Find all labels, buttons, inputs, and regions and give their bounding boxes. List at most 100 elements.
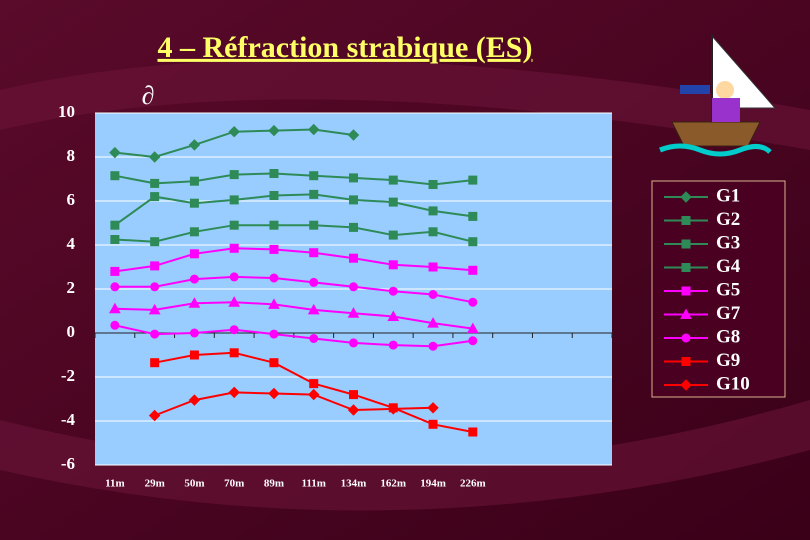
series-line xyxy=(114,247,473,273)
data-point xyxy=(229,243,239,253)
y-tick-label: 6 xyxy=(67,190,76,209)
legend-marker xyxy=(681,263,691,272)
legend-marker xyxy=(680,191,692,203)
data-point xyxy=(309,277,319,287)
wave xyxy=(659,143,772,157)
y-axis-label: ∂ xyxy=(142,81,155,110)
data-point xyxy=(349,173,358,183)
x-tick-label: 134m xyxy=(341,478,367,490)
series-line xyxy=(114,275,473,304)
data-point xyxy=(428,419,438,429)
data-point xyxy=(148,151,161,163)
data-point xyxy=(349,253,358,263)
x-tick-label: 50m xyxy=(184,478,204,490)
data-point xyxy=(189,227,199,237)
legend-label: G10 xyxy=(716,373,750,394)
data-point xyxy=(387,403,399,415)
data-point xyxy=(189,176,199,186)
legend-marker xyxy=(681,239,691,249)
data-point xyxy=(349,390,358,400)
data-point xyxy=(428,341,438,351)
data-point xyxy=(268,298,280,309)
data-point xyxy=(109,146,121,159)
swoosh xyxy=(0,59,810,150)
data-point xyxy=(228,296,241,307)
data-point xyxy=(309,220,319,230)
data-point xyxy=(468,297,478,307)
data-point xyxy=(269,220,279,230)
data-point xyxy=(188,139,201,151)
series-line xyxy=(114,224,474,243)
data-point xyxy=(309,189,319,199)
legend-label: G8 xyxy=(716,326,740,347)
data-point xyxy=(148,409,161,422)
data-point xyxy=(228,125,240,138)
data-point xyxy=(269,244,279,254)
data-point xyxy=(110,235,120,244)
data-point xyxy=(150,178,160,188)
data-point xyxy=(347,307,360,318)
legend-marker xyxy=(681,357,691,366)
data-point xyxy=(269,169,279,178)
data-point xyxy=(428,262,438,272)
data-point xyxy=(229,272,239,282)
data-point xyxy=(427,402,439,414)
data-point xyxy=(268,387,280,400)
legend-label: G2 xyxy=(716,209,740,230)
y-tick-label: 4 xyxy=(67,234,76,253)
swoosh xyxy=(0,400,810,511)
legend-label: G3 xyxy=(716,232,740,253)
data-point xyxy=(110,171,120,181)
y-tick-label: -2 xyxy=(61,366,75,385)
legend-marker xyxy=(681,333,691,343)
data-point xyxy=(148,303,161,315)
series-line xyxy=(114,301,473,330)
data-point xyxy=(427,317,439,328)
legend-marker xyxy=(681,216,691,225)
hull xyxy=(671,121,761,147)
data-point xyxy=(150,329,160,339)
data-point xyxy=(349,338,358,348)
data-point xyxy=(349,282,358,292)
data-point xyxy=(347,404,360,416)
data-point xyxy=(309,379,319,389)
legend-marker xyxy=(680,308,692,319)
x-tick-label: 194m xyxy=(420,478,446,490)
data-point xyxy=(428,290,438,299)
series-line xyxy=(114,193,473,227)
y-tick-label: 8 xyxy=(67,146,76,165)
data-point xyxy=(188,394,201,406)
data-point xyxy=(388,197,398,207)
data-point xyxy=(468,237,478,247)
chart-title: 4 – Réfraction strabique (ES) xyxy=(158,31,533,64)
data-point xyxy=(188,297,201,308)
boat-illustration xyxy=(659,34,777,157)
y-tick-label: 2 xyxy=(67,278,76,297)
data-point xyxy=(189,350,199,360)
data-point xyxy=(269,273,279,283)
y-tick-label: -4 xyxy=(61,410,76,429)
data-point xyxy=(388,340,398,350)
telescope xyxy=(680,85,710,94)
data-point xyxy=(428,227,438,237)
series-line xyxy=(114,172,473,186)
legend-marker xyxy=(680,379,692,391)
data-point xyxy=(229,195,239,205)
data-point xyxy=(307,303,320,315)
data-point xyxy=(229,348,239,358)
legend-marker xyxy=(681,286,691,296)
data-point xyxy=(110,320,120,330)
head xyxy=(716,81,734,99)
data-point xyxy=(388,286,398,296)
legend-label: G4 xyxy=(716,256,741,277)
data-point xyxy=(228,386,240,399)
x-tick-label: 111m xyxy=(302,478,326,490)
data-point xyxy=(428,206,438,216)
data-point xyxy=(189,274,199,284)
data-point xyxy=(388,260,398,270)
x-tick-label: 29m xyxy=(145,478,165,490)
data-point xyxy=(150,358,160,368)
data-point xyxy=(269,358,279,368)
